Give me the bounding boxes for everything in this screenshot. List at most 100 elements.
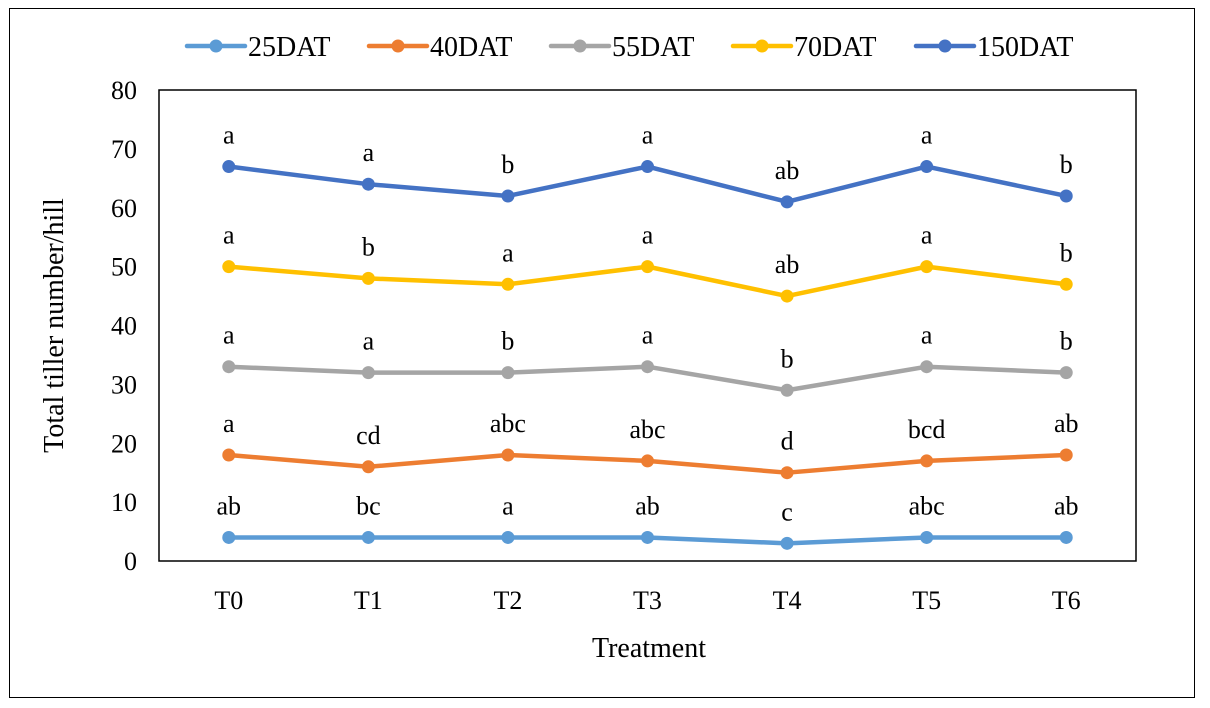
data-label: a: [921, 221, 933, 250]
data-label: a: [223, 409, 235, 438]
data-label: b: [1060, 238, 1073, 267]
data-point: [361, 460, 375, 474]
x-axis-title: Treatment: [592, 633, 706, 664]
y-axis-title: Total tiller number/hill: [39, 198, 70, 453]
data-label: c: [781, 497, 793, 526]
data-label: a: [921, 121, 933, 150]
data-point: [1059, 366, 1073, 380]
data-label: b: [501, 150, 514, 179]
data-point: [222, 260, 236, 274]
x-tick-label: T1: [354, 586, 383, 615]
data-point: [501, 366, 515, 380]
legend-marker-40DAT: [391, 39, 405, 53]
y-tick-label: 60: [111, 194, 137, 223]
data-label: abc: [909, 491, 945, 520]
data-point: [1059, 277, 1073, 291]
data-point: [222, 160, 236, 174]
legend-label: 25DAT: [248, 32, 330, 63]
data-point: [780, 289, 794, 303]
data-label: ab: [217, 491, 242, 520]
data-point: [641, 160, 654, 174]
data-label: a: [363, 138, 375, 167]
data-point: [222, 448, 236, 462]
y-tick-label: 50: [111, 253, 137, 282]
data-point: [501, 277, 515, 291]
data-label: bc: [356, 491, 381, 520]
legend-marker-55DAT: [573, 39, 587, 53]
data-label: b: [1060, 150, 1073, 179]
data-point: [361, 271, 375, 285]
data-label: ab: [635, 491, 660, 520]
plot-area-border: [158, 89, 1137, 562]
y-tick-label: 30: [111, 370, 137, 399]
y-tick-label: 70: [111, 135, 137, 164]
data-point: [780, 536, 794, 550]
data-label: abc: [490, 409, 526, 438]
data-label: b: [362, 232, 375, 261]
legend-label: 55DAT: [612, 32, 694, 63]
legend-label: 70DAT: [794, 32, 876, 63]
x-tick-label: T2: [493, 586, 522, 615]
legend-marker-25DAT: [209, 39, 223, 53]
legend-marker-150DAT: [938, 39, 952, 53]
data-point: [1059, 448, 1073, 462]
data-point: [361, 366, 375, 380]
data-label: ab: [1054, 491, 1079, 520]
data-point: [920, 454, 934, 468]
data-point: [920, 160, 934, 174]
data-label: a: [223, 121, 235, 150]
data-label: b: [781, 344, 794, 373]
data-label: b: [501, 327, 514, 356]
y-tick-label: 40: [111, 312, 137, 341]
data-label: a: [223, 221, 235, 250]
data-point: [361, 530, 375, 544]
y-tick-label: 0: [124, 547, 137, 576]
legend-label: 150DAT: [977, 32, 1073, 63]
data-label: ab: [775, 250, 800, 279]
x-tick-label: T3: [633, 586, 662, 615]
data-point: [501, 189, 515, 203]
y-tick-label: 20: [111, 429, 137, 458]
data-label: cd: [356, 421, 381, 450]
legend-marker-70DAT: [755, 39, 769, 53]
data-point: [501, 530, 515, 544]
data-point: [641, 530, 654, 544]
x-tick-label: T6: [1052, 586, 1081, 615]
data-point: [920, 260, 934, 274]
data-label: bcd: [908, 415, 946, 444]
y-tick-label: 10: [111, 488, 137, 517]
y-tick-label: 80: [111, 76, 137, 105]
data-point: [920, 360, 934, 374]
data-point: [780, 383, 794, 397]
data-label: a: [921, 321, 933, 350]
data-label: d: [781, 427, 794, 456]
data-point: [1059, 189, 1073, 203]
data-label: ab: [1054, 409, 1079, 438]
data-label: a: [642, 121, 654, 150]
data-label: a: [502, 491, 514, 520]
data-label: a: [642, 221, 654, 250]
legend-label: 40DAT: [430, 32, 512, 63]
data-label: abc: [629, 415, 665, 444]
data-point: [501, 448, 515, 462]
data-point: [1059, 530, 1073, 544]
data-point: [641, 360, 654, 374]
data-point: [641, 454, 654, 468]
x-tick-label: T0: [214, 586, 243, 615]
x-tick-label: T4: [773, 586, 802, 615]
data-point: [222, 360, 236, 374]
data-point: [920, 530, 934, 544]
data-point: [780, 195, 794, 209]
data-label: a: [502, 238, 514, 267]
x-tick-label: T5: [912, 586, 941, 615]
data-point: [361, 177, 375, 191]
chart-frame: [9, 8, 1195, 698]
data-label: ab: [775, 156, 800, 185]
data-point: [641, 260, 654, 274]
data-label: a: [642, 321, 654, 350]
data-point: [780, 466, 794, 480]
data-label: a: [223, 321, 235, 350]
data-label: a: [363, 327, 375, 356]
data-point: [222, 530, 236, 544]
